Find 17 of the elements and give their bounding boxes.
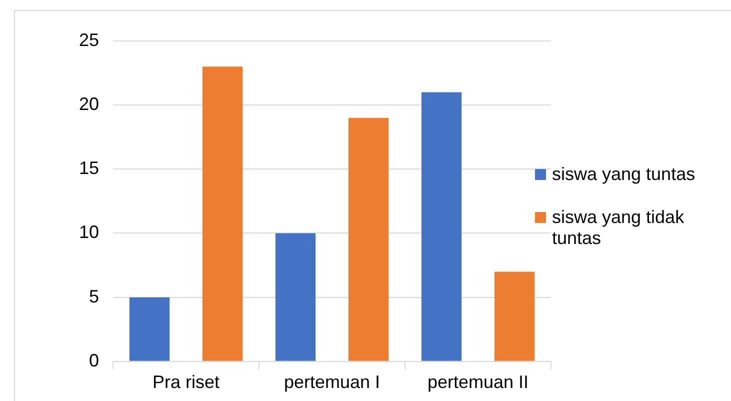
bar [129, 297, 170, 361]
bar [494, 272, 535, 361]
bar [421, 92, 462, 361]
bar [348, 118, 389, 361]
x-tick-label: Pra riset [152, 372, 220, 392]
y-tick-label: 25 [78, 30, 100, 50]
y-tick-label: 10 [78, 222, 100, 242]
y-tick-label: 15 [78, 158, 100, 178]
y-tick-label: 20 [78, 94, 100, 114]
y-tick-label: 5 [89, 286, 100, 306]
legend-label: siswa yang tidak tuntas [552, 206, 686, 248]
bar [202, 66, 243, 361]
x-tick-label: pertemuan I [284, 372, 380, 392]
x-tick-label: pertemuan II [427, 372, 529, 392]
y-tick-label: 0 [89, 350, 100, 370]
legend-label: siswa yang tuntas [552, 164, 696, 184]
bar [275, 233, 316, 361]
